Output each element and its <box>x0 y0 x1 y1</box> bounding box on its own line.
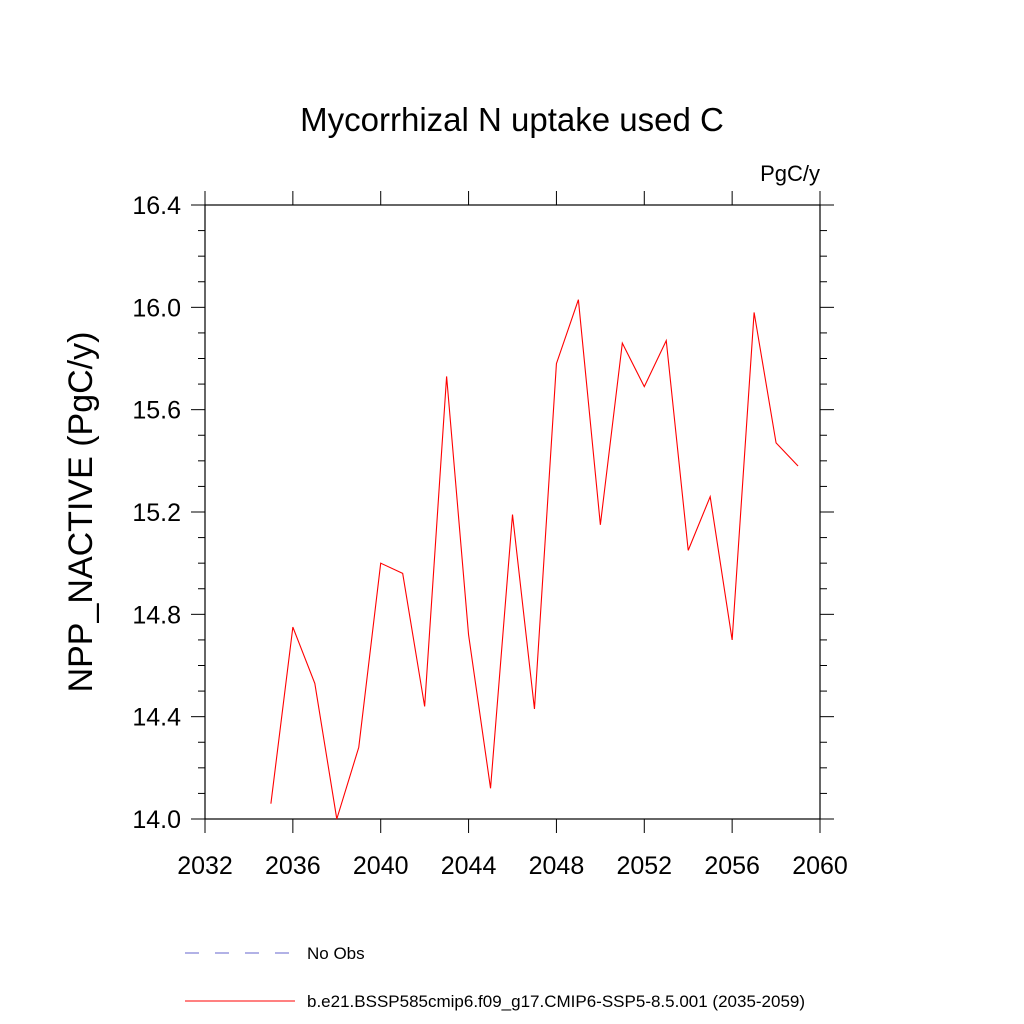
y-tick-label: 14.4 <box>132 704 181 732</box>
y-tick-label: 15.6 <box>132 397 181 425</box>
x-tick-label: 2040 <box>353 852 409 880</box>
x-tick-label: 2032 <box>177 852 233 880</box>
y-tick-label: 14.0 <box>132 806 181 834</box>
y-tick-label: 14.8 <box>132 601 181 629</box>
legend: No Obs b.e21.BSSP585cmip6.f09_g17.CMIP6-… <box>185 944 805 1011</box>
chart-title: Mycorrhizal N uptake used C <box>300 101 724 138</box>
units-label: PgC/y <box>760 161 820 186</box>
plot-frame <box>204 204 821 820</box>
x-tick-label: 2036 <box>265 852 321 880</box>
series-group <box>270 299 799 820</box>
y-tick-label: 15.2 <box>132 499 181 527</box>
y-tick-label: 16.4 <box>132 192 181 220</box>
series-line-0 <box>270 299 799 820</box>
x-tick-labels: 2032 2036 2040 2044 2048 2052 2056 2060 <box>177 852 848 880</box>
y-tick-labels: 14.0 14.4 14.8 15.2 15.6 16.0 16.4 <box>132 192 181 834</box>
x-tick-label: 2056 <box>704 852 760 880</box>
axis-ticks <box>191 191 834 833</box>
y-axis-label: NPP_NACTIVE (PgC/y) <box>62 332 100 693</box>
x-tick-label: 2060 <box>792 852 848 880</box>
legend-label-no-obs: No Obs <box>307 944 365 963</box>
x-tick-label: 2044 <box>441 852 497 880</box>
x-tick-label: 2048 <box>529 852 585 880</box>
x-tick-label: 2052 <box>616 852 672 880</box>
y-tick-label: 16.0 <box>132 294 181 322</box>
legend-label-ssp585: b.e21.BSSP585cmip6.f09_g17.CMIP6-SSP5-8.… <box>307 992 805 1011</box>
